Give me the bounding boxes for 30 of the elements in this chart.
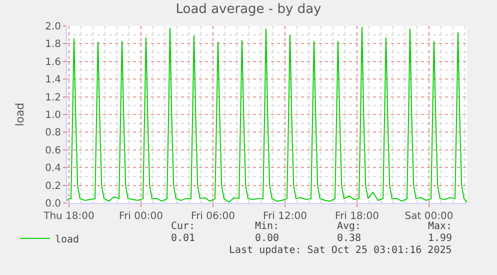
y-tick-label: 1.2: [45, 92, 61, 104]
y-tick-label: 1.4: [45, 74, 61, 86]
chart-title: Load average - by day: [176, 2, 322, 18]
y-tick-label: 0.0: [45, 198, 61, 210]
y-tick-label: 1.8: [45, 39, 61, 50]
text: 1.99: [428, 233, 452, 244]
y-tick-label: 0.8: [45, 128, 61, 139]
x-tick-label: Sat 00:00: [404, 211, 454, 222]
legend-label: load: [55, 234, 80, 246]
text: Cur:: [171, 221, 196, 232]
y-tick-label: 0.4: [45, 163, 61, 174]
x-tick-label: Fri 12:00: [263, 211, 307, 222]
line-series: [67, 26, 467, 203]
y-tick-label: 2.0: [45, 22, 61, 32]
y-tick-label: 1.0: [45, 110, 61, 121]
text: 0.01: [171, 233, 196, 244]
y-tick-label: 1.6: [45, 56, 61, 68]
text: Last update: Sat Oct 25 03:01:16 2025: [229, 245, 452, 256]
x-tick-label: Fri 06:00: [191, 211, 235, 222]
y-axis-title: load: [14, 102, 27, 126]
y-tick-label: 0.6: [45, 145, 61, 156]
text: Max:: [428, 221, 452, 232]
text: Avg:: [337, 221, 362, 232]
y-tick-label: 0.2: [45, 180, 61, 192]
x-tick-label: Fri 18:00: [335, 211, 379, 222]
x-tick-label: Thu 18:00: [42, 211, 94, 222]
text: Min:: [255, 221, 280, 232]
text: 0.38: [337, 233, 362, 244]
text: 0.00: [255, 233, 280, 244]
x-tick-label: Fri 00:00: [119, 211, 163, 222]
